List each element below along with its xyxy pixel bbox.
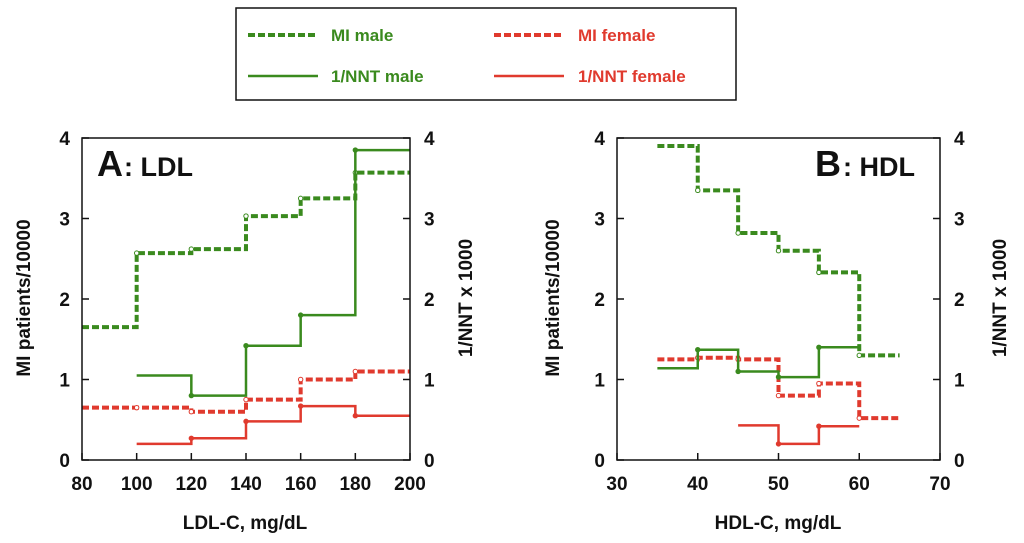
panel-a-point-mi-female (352, 368, 359, 375)
panel-b-series-1-nnt-female (738, 424, 860, 446)
panel-b-series-1-nnt-male (657, 346, 860, 379)
panel-a-point-mi-female (297, 376, 304, 383)
legend: MI male MI female 1/NNT male 1/NNT femal… (235, 7, 737, 101)
panel-a-ytick-right-label: 3 (424, 210, 435, 231)
panel-a-point-1-nnt-female (243, 418, 249, 425)
legend-box (235, 7, 737, 101)
panel-b-ytick-left-label: 1 (594, 371, 605, 392)
panel-b-xtick-label: 40 (687, 474, 708, 495)
panel-a-xtick-label: 160 (285, 474, 317, 495)
panel-b-xtick-label: 60 (849, 474, 870, 495)
panel-a-ylabel-left: MI patients/10000 (14, 219, 35, 376)
panel-a-name: : LDL (124, 152, 193, 182)
panel-a-series-mi-male (82, 170, 410, 330)
panel-b-xtick-label: 50 (768, 474, 789, 495)
panel-b-ylabel-right: 1/NNT x 1000 (990, 239, 1011, 357)
panel-b-xtick-label: 70 (929, 474, 950, 495)
panel-b-ytick-right-label: 3 (954, 210, 965, 231)
legend-label-mi-male: MI male (331, 26, 393, 45)
legend-label-nnt-male: 1/NNT male (331, 67, 424, 86)
panel-b-point-mi-male (735, 230, 741, 236)
panel-a-xlabel: LDL-C, mg/dL (183, 513, 308, 534)
panel-a-point-1-nnt-male (297, 312, 304, 318)
panel-a-point-mi-male (243, 213, 249, 219)
panel-a-point-1-nnt-female (352, 413, 359, 419)
panel-b-xtick-label: 30 (606, 474, 627, 495)
panel-b-point-1-nnt-male (775, 374, 782, 380)
panel-a-ytick-left-label: 4 (59, 129, 70, 150)
panel-b-ytick-left-label: 4 (594, 129, 605, 150)
panel-b-point-1-nnt-female (816, 423, 822, 429)
panel-a-xtick-label: 180 (339, 474, 371, 495)
panel-a-xtick-label: 140 (230, 474, 262, 495)
panel-a-point-1-nnt-male (188, 392, 195, 399)
panel-b-ytick-right-label: 0 (954, 451, 965, 472)
panel-b-ytick-left-label: 2 (594, 290, 605, 311)
panel-a-series-1-nnt-female (136, 404, 410, 446)
panel-a-xtick-label: 80 (71, 474, 92, 495)
panel-b-name: : HDL (843, 152, 915, 182)
panel-a-point-mi-female (188, 409, 195, 415)
panel-b-point-mi-female (775, 392, 782, 399)
panel-b-series-mi-female (657, 355, 900, 421)
panel-a-ytick-left-label: 2 (59, 290, 70, 311)
panel-a-ylabel-right: 1/NNT x 1000 (456, 239, 477, 357)
panel-b-ytick-right-label: 2 (954, 290, 965, 311)
panel-b-point-1-nnt-male (735, 368, 741, 375)
panel-b-point-mi-male (695, 187, 701, 194)
panel-b-point-1-nnt-female (775, 441, 782, 447)
panel-a-xtick-label: 200 (394, 474, 426, 495)
panel-a-point-1-nnt-male (352, 147, 359, 153)
panel-a-ytick-right-label: 4 (424, 129, 435, 150)
panel-b-point-1-nnt-male (695, 347, 701, 353)
panel-b-point-mi-male (775, 248, 782, 254)
panel-b-point-mi-female (856, 415, 862, 421)
panel-a-point-1-nnt-female (297, 403, 304, 409)
panel-b-ytick-right-label: 4 (954, 129, 965, 150)
panel-b-point-1-nnt-male (816, 344, 822, 350)
panel-a-point-mi-female (133, 404, 140, 411)
panel-b-point-mi-female (816, 380, 822, 387)
panel-b-ylabel-left: MI patients/10000 (543, 219, 564, 376)
panel-a-point-mi-male (133, 250, 140, 256)
panel-a-point-mi-female (243, 396, 249, 403)
panel-a-point-1-nnt-male (243, 342, 249, 349)
panel-a-point-mi-male (188, 246, 195, 252)
panel-b-xlabel: HDL-C, mg/dL (715, 513, 842, 534)
panel-b-series-mi-male (657, 144, 900, 358)
panel-a-ytick-right-label: 1 (424, 371, 435, 392)
panel-a-xtick-label: 120 (175, 474, 207, 495)
panel-b-ytick-right-label: 1 (954, 371, 965, 392)
panel-a-point-mi-male (297, 195, 304, 202)
panel-b-frame (616, 137, 941, 461)
panel-b-letter: B (815, 143, 841, 184)
panel-a-ytick-left-label: 0 (59, 451, 70, 472)
panel-a-ytick-right-label: 2 (424, 290, 435, 311)
legend-label-nnt-female: 1/NNT female (578, 67, 686, 86)
panel-b-ytick-left-label: 0 (594, 451, 605, 472)
panel-a-frame (81, 137, 411, 461)
panel-a-letter: A (97, 143, 123, 184)
panel-b-point-mi-male (856, 352, 862, 359)
panel-a-point-1-nnt-female (188, 435, 195, 441)
panel-b-ytick-left-label: 3 (594, 210, 605, 231)
legend-label-mi-female: MI female (578, 26, 655, 45)
panel-a-xtick-label: 100 (121, 474, 153, 495)
panel-a-ytick-left-label: 3 (59, 210, 70, 231)
panel-a-ytick-left-label: 1 (59, 371, 70, 392)
panel-a-ytick-right-label: 0 (424, 451, 435, 472)
panel-a-series-1-nnt-male (136, 148, 410, 397)
panel-b-point-mi-male (816, 269, 822, 276)
